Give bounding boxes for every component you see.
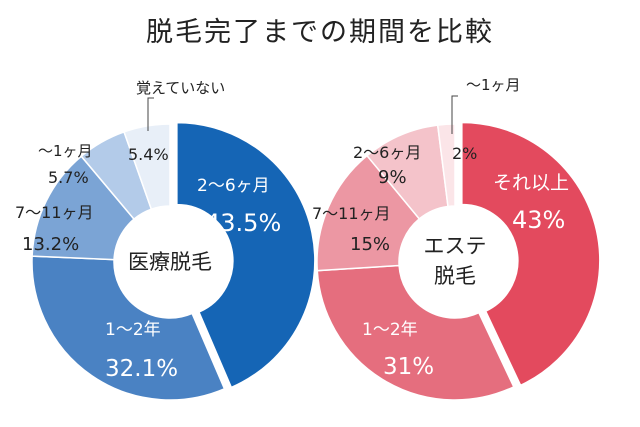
slice-value-1-2: 32.1% [105, 356, 178, 382]
slice-label-2-5: 〜1ヶ月 [466, 76, 521, 94]
center-label-2: エステ [424, 234, 487, 258]
slice-value-2-3: 15% [350, 234, 390, 255]
donut-hole-2 [399, 206, 511, 318]
slice-label-1-5: 覚えていない [136, 79, 225, 97]
chart-title: 脱毛完了までの期間を比較 [146, 17, 494, 48]
slice-value-1-1: 43.5% [205, 209, 281, 237]
slice-label-2-1: それ以上 [493, 172, 569, 194]
slice-value-1-3: 13.2% [22, 234, 79, 255]
slice-1-1 [176, 121, 316, 389]
slice-label-1-4: 〜1ヶ月 [38, 142, 93, 160]
slice-value-1-4: 5.7% [48, 168, 89, 187]
slice-label-2-3: 7〜11ヶ月 [312, 204, 391, 223]
donut-hole-1 [114, 206, 226, 318]
center-label-2: 脱毛 [434, 264, 476, 288]
slice-label-1-1: 2〜6ヶ月 [197, 176, 270, 196]
slice-2-1 [461, 121, 601, 387]
slice-label-2-2: 1〜2年 [362, 320, 418, 340]
slice-label-1-3: 7〜11ヶ月 [15, 203, 94, 222]
slice-label-1-2: 1〜2年 [105, 320, 161, 340]
slice-1-2 [31, 255, 226, 401]
slice-value-2-5: 2% [452, 144, 477, 163]
slice-value-2-1: 43% [512, 206, 565, 234]
slice-label-2-4: 2〜6ヶ月 [353, 143, 421, 162]
slice-value-2-2: 31% [383, 354, 434, 380]
leader-line-2 [451, 95, 458, 134]
slice-value-1-5: 5.4% [128, 145, 169, 164]
center-label-1: 医療脱毛 [128, 250, 212, 274]
leader-line-1 [147, 97, 154, 131]
slice-value-2-4: 9% [378, 167, 407, 188]
